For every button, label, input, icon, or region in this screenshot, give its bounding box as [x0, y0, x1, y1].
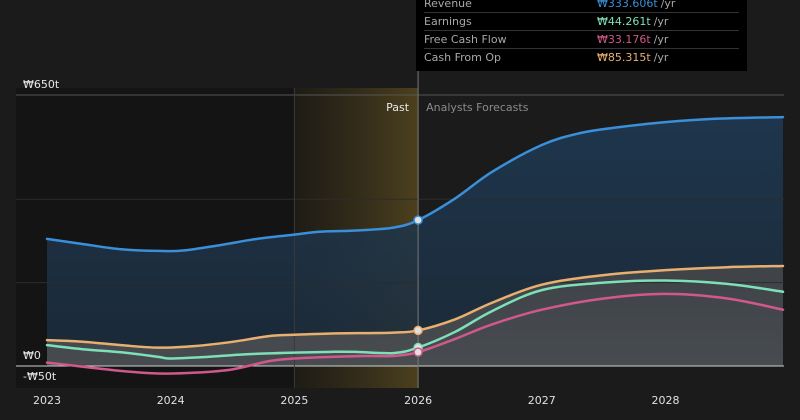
series-line-revenue: [45, 115, 785, 253]
point-revenue[interactable]: [413, 215, 423, 225]
point-free-cash-flow[interactable]: [413, 347, 423, 357]
tooltip-series-name: Free Cash Flow: [424, 33, 507, 46]
forecast-label: Analysts Forecasts: [426, 101, 529, 114]
y-tick-label: ₩0: [23, 349, 41, 362]
tooltip-unit: /yr: [653, 15, 669, 28]
tooltip-panel: Revenue ₩333.606t/yr Earnings ₩44.261t/yr Fr…: [416, 0, 747, 71]
x-tick-label: 2028: [651, 394, 679, 407]
tooltip-unit: /yr: [653, 51, 669, 64]
series-line-earnings: [45, 279, 785, 360]
area-cash-from-op: [47, 265, 783, 366]
tooltip-series-value: ₩33.176t: [597, 33, 651, 46]
series-line-cash-from-op: [45, 264, 785, 349]
y-tick-label: -₩50t: [23, 370, 57, 383]
x-tick-label: 2024: [157, 394, 185, 407]
point-cash-from-op[interactable]: [413, 325, 423, 336]
tooltip-rows: Revenue ₩333.606t/yr Earnings ₩44.261t/yr Fr…: [424, 0, 739, 66]
tooltip-unit: /yr: [660, 0, 676, 10]
tooltip-series-name: Revenue: [424, 0, 472, 10]
tooltip-series-value: ₩333.606t: [597, 0, 658, 10]
tooltip-row: Cash From Op ₩85.315t/yr: [424, 49, 739, 66]
past-label: Past: [386, 101, 410, 114]
tooltip-series-name: Cash From Op: [424, 51, 502, 64]
tooltip-series-name: Earnings: [424, 15, 472, 28]
series-line-free-cash-flow: [45, 292, 785, 375]
tooltip-row: Free Cash Flow ₩33.176t/yr: [424, 31, 739, 49]
x-tick-label: 2027: [528, 394, 556, 407]
tooltip-series-value: ₩44.261t: [597, 15, 651, 28]
tooltip-row: Earnings ₩44.261t/yr: [424, 13, 739, 31]
tooltip-unit: /yr: [653, 33, 669, 46]
y-tick-label: ₩650t: [23, 78, 60, 91]
x-tick-label: 2025: [280, 394, 308, 407]
tooltip-series-value: ₩85.315t: [597, 51, 651, 64]
x-tick-label: 2023: [33, 394, 61, 407]
tooltip-row: Revenue ₩333.606t/yr: [424, 0, 739, 13]
x-tick-label: 2026: [404, 394, 432, 407]
